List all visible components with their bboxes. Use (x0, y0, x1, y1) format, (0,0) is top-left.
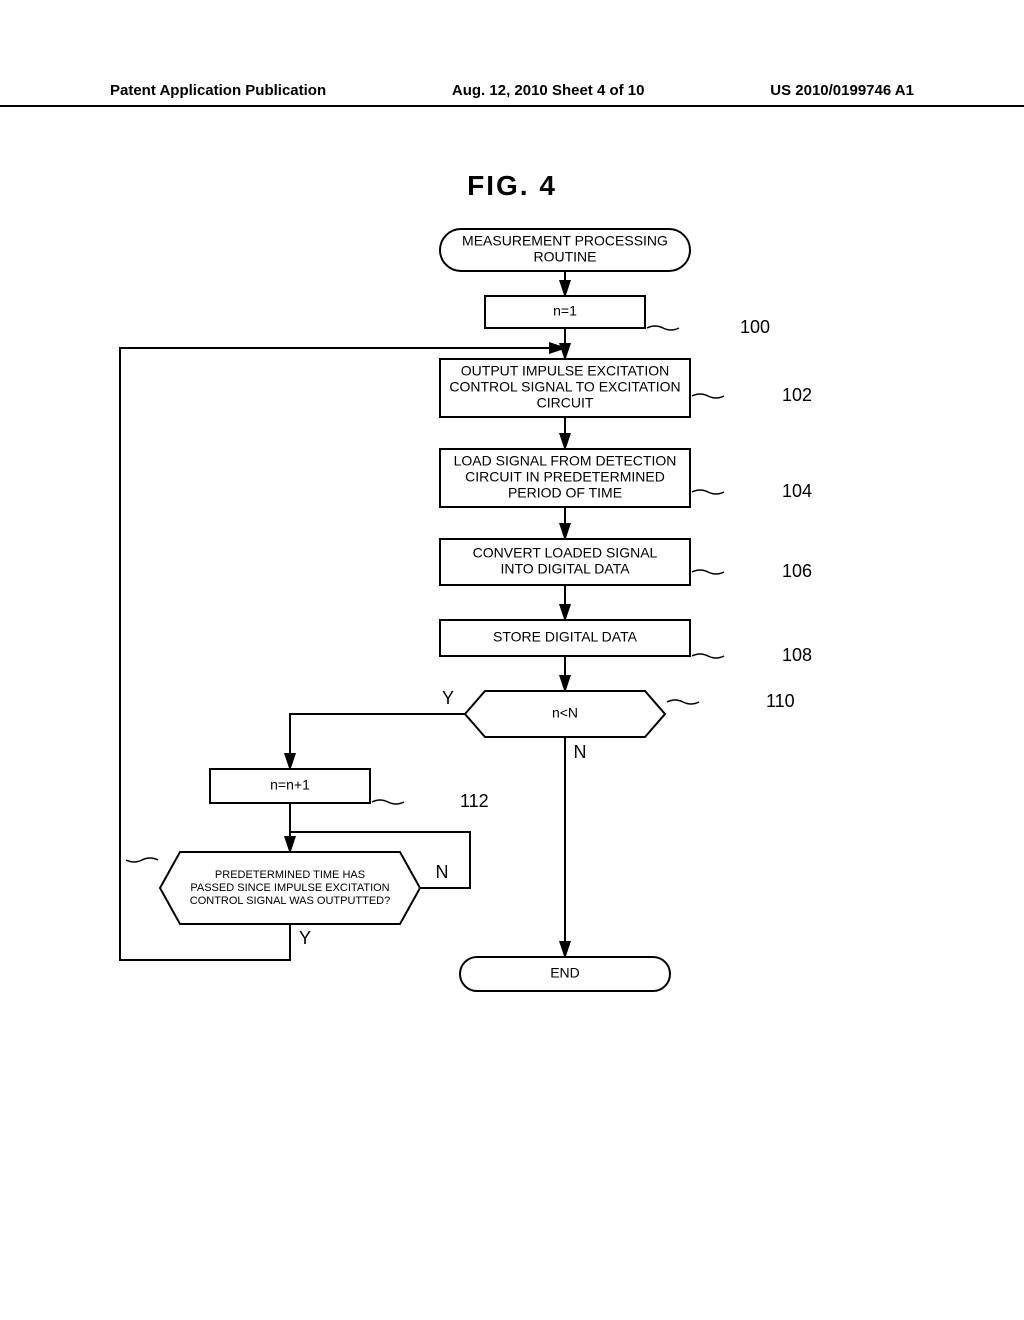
svg-text:n=n+1: n=n+1 (270, 777, 310, 793)
svg-text:CONTROL SIGNAL WAS OUTPUTTED?: CONTROL SIGNAL WAS OUTPUTTED? (190, 895, 390, 907)
svg-text:PASSED SINCE IMPULSE EXCITATIO: PASSED SINCE IMPULSE EXCITATION (190, 882, 389, 894)
svg-text:102: 102 (782, 385, 812, 405)
header-center: Aug. 12, 2010 Sheet 4 of 10 (452, 82, 645, 99)
svg-text:CIRCUIT IN PREDETERMINED: CIRCUIT IN PREDETERMINED (465, 469, 665, 485)
svg-text:n<N: n<N (552, 705, 578, 721)
svg-text:Y: Y (299, 928, 311, 948)
svg-text:LOAD SIGNAL FROM DETECTION: LOAD SIGNAL FROM DETECTION (454, 453, 677, 469)
svg-text:n=1: n=1 (553, 303, 577, 319)
svg-text:108: 108 (782, 645, 812, 665)
figure-title: FIG. 4 (0, 170, 1024, 202)
flowchart-container: N Y N Y MEASUREMENT PROCESSINGROUTINE n=1 100 O… (110, 220, 910, 1000)
svg-text:110: 110 (766, 691, 795, 711)
svg-text:106: 106 (782, 561, 812, 581)
svg-text:PERIOD OF TIME: PERIOD OF TIME (508, 485, 622, 501)
svg-text:STORE DIGITAL DATA: STORE DIGITAL DATA (493, 629, 638, 645)
svg-text:104: 104 (782, 481, 812, 501)
svg-text:112: 112 (460, 791, 489, 811)
svg-text:CONVERT LOADED SIGNAL: CONVERT LOADED SIGNAL (473, 545, 658, 561)
header-left: Patent Application Publication (110, 82, 326, 99)
svg-text:PREDETERMINED TIME HAS: PREDETERMINED TIME HAS (215, 869, 365, 881)
svg-text:MEASUREMENT PROCESSING: MEASUREMENT PROCESSING (462, 233, 668, 249)
flowchart-svg: N Y N Y MEASUREMENT PROCESSINGROUTINE n=1 100 O… (110, 220, 910, 1010)
page-header: Patent Application Publication Aug. 12, … (0, 82, 1024, 107)
svg-text:N: N (436, 862, 449, 882)
svg-text:ROUTINE: ROUTINE (534, 249, 597, 265)
svg-text:CONTROL SIGNAL TO EXCITATION: CONTROL SIGNAL TO EXCITATION (449, 379, 680, 395)
svg-text:OUTPUT IMPULSE EXCITATION: OUTPUT IMPULSE EXCITATION (461, 363, 669, 379)
header-right: US 2010/0199746 A1 (770, 82, 914, 99)
svg-text:100: 100 (740, 317, 770, 337)
svg-text:END: END (550, 965, 580, 981)
svg-text:Y: Y (442, 688, 454, 708)
svg-text:N: N (574, 742, 587, 762)
svg-text:CIRCUIT: CIRCUIT (537, 395, 594, 411)
svg-text:INTO DIGITAL DATA: INTO DIGITAL DATA (500, 561, 630, 577)
